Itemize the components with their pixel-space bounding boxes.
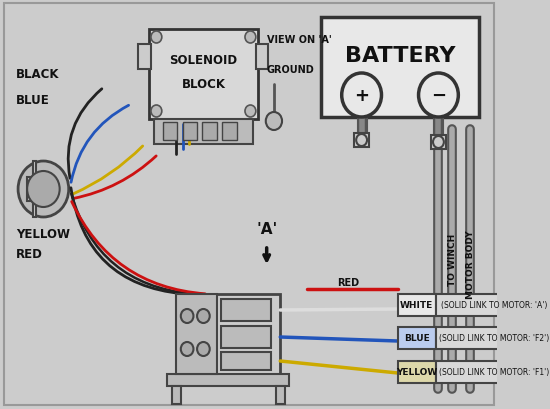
Bar — [177, 294, 217, 374]
Bar — [163, 123, 177, 141]
Bar — [436, 294, 550, 316]
Bar — [436, 327, 550, 349]
Bar — [202, 123, 217, 141]
Text: +: + — [354, 87, 369, 105]
Circle shape — [181, 309, 194, 323]
Circle shape — [419, 74, 458, 118]
Bar — [138, 45, 151, 70]
Text: −: − — [431, 87, 446, 105]
Bar — [398, 361, 436, 383]
Circle shape — [181, 342, 194, 356]
Circle shape — [245, 106, 256, 118]
Bar — [398, 294, 436, 316]
Circle shape — [27, 172, 59, 207]
Bar — [431, 136, 446, 150]
Bar — [222, 299, 271, 321]
Text: GROUND: GROUND — [267, 65, 315, 75]
Bar — [183, 123, 197, 141]
Bar — [354, 134, 369, 148]
Bar — [222, 123, 237, 141]
Text: VIEW ON 'A': VIEW ON 'A' — [267, 35, 332, 45]
Bar — [167, 374, 289, 386]
Bar — [27, 178, 34, 202]
Text: BLOCK: BLOCK — [182, 78, 225, 91]
Circle shape — [356, 135, 367, 147]
Text: MOTOR BODY: MOTOR BODY — [466, 230, 475, 299]
Circle shape — [342, 74, 382, 118]
Circle shape — [266, 113, 282, 131]
Text: (SOLID LINK TO MOTOR: 'F2'): (SOLID LINK TO MOTOR: 'F2') — [439, 334, 549, 343]
Bar — [153, 120, 253, 145]
Bar — [321, 18, 479, 118]
Circle shape — [151, 32, 162, 44]
Text: SOLENOID: SOLENOID — [169, 53, 238, 66]
Circle shape — [245, 32, 256, 44]
Bar — [436, 361, 550, 383]
Circle shape — [151, 106, 162, 118]
Text: (SOLID LINK TO MOTOR: 'F1'): (SOLID LINK TO MOTOR: 'F1') — [439, 368, 549, 377]
Bar — [276, 386, 285, 404]
Bar — [222, 352, 271, 370]
Circle shape — [197, 342, 210, 356]
Bar — [149, 30, 257, 120]
Text: 'A': 'A' — [256, 222, 277, 237]
Bar — [177, 294, 280, 374]
Text: TO WINCH: TO WINCH — [448, 233, 456, 285]
Text: BLUE: BLUE — [16, 93, 50, 106]
Circle shape — [197, 309, 210, 323]
Bar — [398, 327, 436, 349]
Text: BLUE: BLUE — [404, 334, 430, 343]
Text: RED: RED — [337, 277, 359, 287]
Text: BATTERY: BATTERY — [345, 46, 455, 66]
Bar — [172, 386, 181, 404]
Text: BLACK: BLACK — [16, 68, 60, 81]
Text: WHITE: WHITE — [400, 301, 433, 310]
Bar — [256, 45, 268, 70]
Text: YELLOW: YELLOW — [396, 368, 437, 377]
Circle shape — [433, 137, 444, 148]
Text: (SOLID LINK TO MOTOR: 'A'): (SOLID LINK TO MOTOR: 'A') — [441, 301, 548, 310]
Text: YELLOW: YELLOW — [16, 228, 70, 241]
Bar — [32, 162, 36, 218]
Bar — [222, 326, 271, 348]
Circle shape — [18, 162, 69, 218]
Text: RED: RED — [16, 248, 43, 261]
